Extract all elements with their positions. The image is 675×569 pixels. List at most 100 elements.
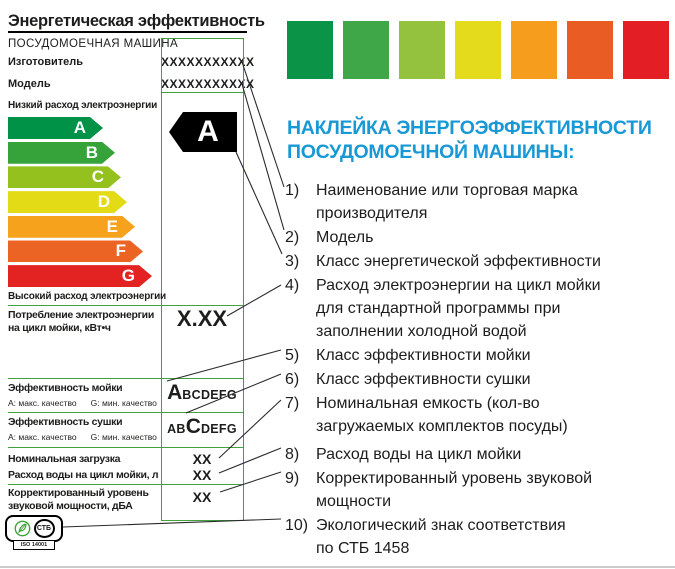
table-line-sep-load bbox=[8, 447, 244, 448]
energy-bar-letter: G bbox=[121, 266, 135, 286]
energy-bar-letter: D bbox=[97, 192, 110, 212]
legend-item-text: Модель bbox=[316, 229, 374, 246]
energy-bar-letter: A bbox=[73, 118, 86, 137]
table-line-sep-wash bbox=[8, 378, 244, 379]
legend-item-text: Корректированный уровень звуковой мощнос… bbox=[316, 470, 593, 510]
color-square-6 bbox=[567, 21, 613, 79]
legend-item-text: Номинальная емкость (кол-во загружаемых … bbox=[316, 395, 568, 435]
legend-item-number: 8) bbox=[285, 446, 300, 463]
water-label: Расход воды на цикл мойки, л bbox=[8, 469, 159, 481]
dry-value-post: DEFG bbox=[200, 422, 237, 436]
iso-14001-badge: ISO 14001 bbox=[13, 540, 55, 550]
noise-label: Корректированный уровень звуковой мощнос… bbox=[8, 487, 149, 512]
energy-bar-letter: C bbox=[91, 167, 104, 187]
noise-value: XX bbox=[192, 489, 212, 505]
energy-bar-a: A bbox=[8, 117, 103, 139]
dry-note-g: G: мин. качество bbox=[90, 432, 157, 442]
table-line-sep-dry bbox=[8, 412, 244, 413]
consumption-value: X.XX bbox=[176, 306, 228, 331]
wash-label: Эффективность мойки bbox=[8, 382, 123, 394]
load-value: XX bbox=[192, 451, 212, 467]
legend-item-6: 6) Класс эффективности сушки bbox=[285, 368, 667, 391]
dry-label: Эффективность сушки bbox=[8, 416, 123, 428]
legend-item-10: 10) Экологический знак соответствия по СТ… bbox=[285, 514, 667, 560]
energy-bar-letter: E bbox=[106, 216, 118, 236]
legend-item-1: 1) Наименование или торговая марка произв… bbox=[285, 179, 667, 225]
dry-note-a: А: макс. качество bbox=[8, 432, 77, 442]
color-square-2 bbox=[343, 21, 389, 79]
legend-item-text: Наименование или торговая марка производ… bbox=[316, 182, 578, 222]
color-square-7 bbox=[623, 21, 669, 79]
dry-scale-note: А: макс. качество G: мин. качество bbox=[8, 432, 157, 442]
legend-item-7: 7) Номинальная емкость (кол-во загружаемы… bbox=[285, 392, 667, 438]
legend-item-5: 5) Класс эффективности мойки bbox=[285, 344, 667, 367]
color-square-3 bbox=[399, 21, 445, 79]
legend-list: 1) Наименование или торговая марка произв… bbox=[285, 179, 667, 561]
legend-item-8: 8) Расход воды на цикл мойки bbox=[285, 443, 667, 466]
table-line-bottom bbox=[161, 520, 244, 521]
legend-item-text: Класс эффективности мойки bbox=[316, 347, 531, 364]
legend-item-number: 9) bbox=[285, 470, 300, 487]
legend-item-text: Класс энергетической эффективности bbox=[316, 253, 601, 270]
legend-item-text: Экологический знак соответствия по СТБ 1… bbox=[316, 517, 566, 557]
stb-mark: СТБ bbox=[33, 519, 55, 538]
low-consumption-note: Низкий расход электроэнергии bbox=[8, 100, 158, 111]
table-line-vertical-left bbox=[161, 38, 162, 520]
eco-mark-box: СТБ bbox=[5, 515, 63, 542]
legend-item-text: Расход электроэнергии на цикл мойки для … bbox=[316, 277, 601, 340]
energy-bar-d: D bbox=[8, 191, 127, 213]
legend-item-number: 1) bbox=[285, 182, 300, 199]
color-square-5 bbox=[511, 21, 557, 79]
wash-scale-note: А: макс. качество G: мин. качество bbox=[8, 398, 157, 408]
label-title: Энергетическая эффективность bbox=[8, 12, 265, 30]
color-scale-squares bbox=[287, 21, 669, 79]
legend-item-text: Класс эффективности сушки bbox=[316, 371, 531, 388]
label-subtitle: ПОСУДОМОЕЧНАЯ МАШИНА bbox=[8, 38, 179, 50]
legend-item-9: 9) Корректированный уровень звуковой мощн… bbox=[285, 467, 667, 513]
model-value: XXXXXXXXXXX bbox=[161, 77, 255, 91]
high-consumption-note: Высокий расход электроэнергии bbox=[8, 291, 166, 302]
consumption-label: Потребление электроэнергии на цикл мойки… bbox=[8, 309, 154, 334]
load-label: Номинальная загрузка bbox=[8, 453, 121, 465]
rating-arrow: A bbox=[169, 112, 237, 152]
legend-item-number: 10) bbox=[285, 517, 309, 534]
legend-item-number: 3) bbox=[285, 253, 300, 270]
dry-value-pre: AB bbox=[167, 422, 186, 436]
legend-item-number: 5) bbox=[285, 347, 300, 364]
energy-bar-f: F bbox=[8, 240, 143, 262]
wash-value-post: BCDEFG bbox=[182, 388, 237, 402]
connector-line-2 bbox=[241, 83, 285, 231]
legend-item-3: 3) Класс энергетической эффективности bbox=[285, 250, 667, 273]
color-square-1 bbox=[287, 21, 333, 79]
legend-item-4: 4) Расход электроэнергии на цикл мойки дл… bbox=[285, 274, 667, 343]
rating-arrow-letter: A bbox=[197, 115, 219, 148]
manufacturer-value: XXXXXXXXXXX bbox=[161, 55, 255, 69]
dry-value-big: C bbox=[185, 415, 201, 438]
model-label: Модель bbox=[8, 78, 51, 90]
energy-bar-b: B bbox=[8, 142, 115, 164]
energy-bar-c: C bbox=[8, 166, 121, 188]
energy-bar-letter: F bbox=[115, 241, 126, 261]
wash-value-big: A bbox=[167, 381, 183, 404]
energy-bar-letter: B bbox=[85, 142, 98, 162]
table-line-sep-consumption bbox=[8, 305, 244, 306]
bottom-rule bbox=[0, 566, 675, 568]
legend-item-2: 2) Модель bbox=[285, 226, 667, 249]
table-line-sep-model bbox=[161, 92, 244, 93]
water-value: XX bbox=[192, 467, 212, 483]
leaf-icon bbox=[14, 520, 30, 537]
legend-item-number: 7) bbox=[285, 395, 300, 412]
eco-conformity-mark: СТБ ISO 14001 bbox=[5, 515, 63, 550]
page-heading: НАКЛЕЙКА ЭНЕРГОЭФФЕКТИВНОСТИ ПОСУДОМОЕЧН… bbox=[287, 117, 652, 163]
legend-item-number: 6) bbox=[285, 371, 300, 388]
color-square-4 bbox=[455, 21, 501, 79]
legend-item-number: 2) bbox=[285, 229, 300, 246]
energy-bar-e: E bbox=[8, 216, 135, 238]
legend-item-number: 4) bbox=[285, 277, 300, 294]
wash-value: A BCDEFG bbox=[161, 381, 243, 405]
wash-note-g: G: мин. качество bbox=[90, 398, 157, 408]
title-underline bbox=[8, 31, 247, 33]
table-line-top bbox=[161, 38, 244, 39]
